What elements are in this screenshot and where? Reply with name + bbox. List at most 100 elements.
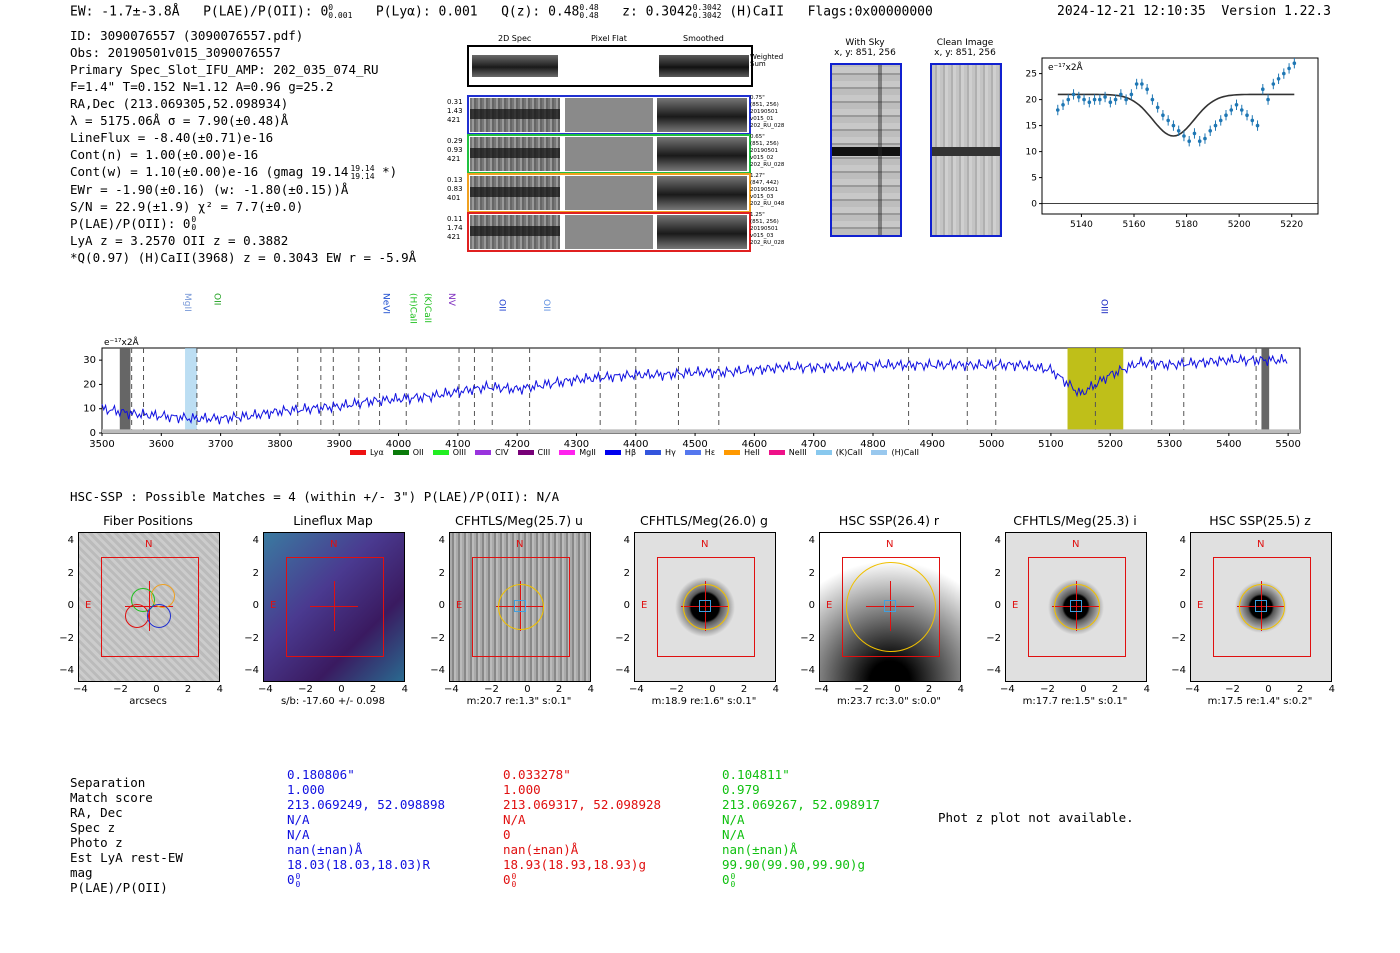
- strip-header-flat: Pixel Flat: [591, 34, 627, 43]
- strip-row-left-value: 0.31: [447, 98, 463, 106]
- linefit-xtick-label: 5200: [1228, 220, 1251, 230]
- linefit-point: [1239, 108, 1244, 112]
- spectrum-xtick-label: 4400: [623, 439, 648, 450]
- panel-xtick-label: 2: [740, 684, 748, 695]
- header-z-sup: 0.3042: [692, 3, 722, 12]
- panel-ytick-label: 0: [994, 600, 1001, 611]
- header-hcaii: (H)CaII: [729, 4, 785, 20]
- linefit-point: [1282, 71, 1286, 76]
- label-radec: RA, Dec: [70, 805, 123, 820]
- linefit-point: [1155, 105, 1160, 110]
- panel-caption: m:18.9 re:1.6" s:0.1": [651, 696, 757, 707]
- strip-row-left-value: 421: [447, 155, 461, 163]
- strip-row-left: 0.31 1.43 421: [447, 98, 467, 125]
- linefit-point: [1129, 92, 1134, 97]
- spectrum-xtick-label: 5300: [1157, 439, 1182, 450]
- panel-ytick-label: −4: [244, 665, 259, 676]
- info-plae-sup: 0: [191, 215, 197, 224]
- strip-row-right-value: 20190501: [750, 187, 778, 193]
- strip-row-right-value: v015_03: [750, 233, 774, 239]
- match-value: 0: [503, 827, 511, 842]
- panel-yticks: 4 2 0 −2 −4: [985, 535, 1001, 698]
- spectrum-xtick-label: 4200: [504, 439, 529, 450]
- linefit-point: [1255, 123, 1260, 128]
- panel-xticks: −4 −2 0 2 4: [814, 684, 964, 695]
- strip-row-right-value: v015_01: [750, 116, 774, 122]
- panel-title: HSC SSP(26.4) r: [838, 513, 940, 528]
- panel-ytick-label: 2: [67, 567, 74, 579]
- linefit-point: [1077, 95, 1081, 99]
- strip-row-left: 0.13 0.83 401: [447, 176, 467, 203]
- strip-row-left-value: 421: [447, 116, 461, 124]
- linefit-point: [1161, 113, 1165, 117]
- strip-row-left-value: 0.11: [447, 215, 463, 223]
- legend-swatch: [724, 450, 741, 455]
- legend-swatch: [645, 450, 662, 455]
- panel-fiber: [147, 604, 171, 628]
- panel-cross-v: [334, 581, 335, 631]
- header-qz-sub: 0.48: [579, 11, 599, 20]
- match-column: 0.033278" 1.000 213.069317, 52.098928 N/A 0 n…: [503, 767, 661, 889]
- strip-row-right-value: 20190501: [750, 109, 778, 115]
- strip-row-right-value: (851, 256): [750, 219, 779, 225]
- linefit-point: [1113, 97, 1118, 102]
- panel-xticks: −4 −2 0 2 4: [1185, 684, 1335, 695]
- strip-weighted-2d: [472, 55, 558, 77]
- linefit-xtick-label: 5180: [1175, 220, 1198, 230]
- panel-yticks: 4 2 0 −2 −4: [1170, 535, 1186, 698]
- spectrum-xtick-label: 4800: [860, 439, 885, 450]
- match-plae-sup: 0: [730, 871, 736, 881]
- panel-xtick-label: −2: [484, 684, 499, 695]
- legend-item: NeIII: [768, 448, 807, 457]
- panel-caption: m:17.5 re:1.4" s:0.2": [1207, 696, 1313, 707]
- panel-aperture-box: [842, 557, 940, 657]
- clean-coords: x, y: 851, 256: [934, 48, 996, 58]
- linefit-point: [1287, 66, 1291, 71]
- linefit-point: [1203, 136, 1207, 141]
- strip-row-right-value: 202_RU_048: [750, 201, 785, 207]
- linefit-point: [1229, 108, 1234, 112]
- panel-compass-n: N: [1072, 539, 1080, 550]
- withsky-image: [830, 63, 902, 237]
- spectrum-xtick-label: 3500: [89, 439, 114, 450]
- panel-xtick-label: −4: [629, 684, 644, 695]
- label-photoz: Photo z: [70, 835, 123, 850]
- panel-aperture-box: [657, 557, 755, 657]
- panel-ellipse: [683, 584, 729, 630]
- linefit-ytick-label: 5: [1031, 174, 1037, 184]
- info-primary: Primary Spec_Slot_IFU_AMP: 202_035_074_R…: [70, 62, 379, 77]
- strip-row-right-value: (851, 256): [750, 141, 779, 147]
- spectrum-xtick-label: 4100: [445, 439, 470, 450]
- match-plae-value: 0: [722, 872, 730, 887]
- header-right: 2024-12-21 12:10:35 Version 1.22.3: [1057, 4, 1331, 19]
- linefit-point: [1176, 129, 1181, 133]
- spectrum-xtick-label: 5200: [1097, 439, 1122, 450]
- panel-compass-e: E: [1197, 600, 1204, 611]
- linefit-point: [1271, 82, 1276, 86]
- strip-row-left-value: 0.29: [447, 137, 463, 145]
- panel-caption: arcsecs: [129, 696, 167, 707]
- strip-weighted: [467, 45, 753, 87]
- linefit-point: [1119, 92, 1123, 97]
- header-plae-sub: 0.001: [328, 11, 353, 20]
- strip-row-right-value: 202_RU_028: [750, 123, 785, 129]
- panel-ytick-label: 0: [252, 600, 259, 611]
- strip-row-smooth: [657, 137, 747, 171]
- linefit-point: [1192, 131, 1197, 136]
- clean-label: Clean Image: [936, 38, 994, 48]
- withsky-label: With Sky: [845, 38, 885, 48]
- strips-panel: 2D Spec Pixel Flat Smoothed Weighted Sum…: [445, 33, 790, 255]
- match-value: N/A: [503, 812, 526, 827]
- header-z: z: 0.3042: [622, 4, 693, 20]
- panel-ytick-label: 4: [994, 535, 1001, 546]
- match-plae-sup: 0: [295, 871, 301, 881]
- info-gmag-sub: 19.14: [350, 171, 375, 181]
- spectrum-xtick-label: 3800: [267, 439, 292, 450]
- panel-xtick-label: 4: [957, 684, 964, 695]
- panel-xtick-label: −2: [298, 684, 313, 695]
- panel-ytick-label: 2: [1179, 567, 1186, 579]
- spectrum-line-id: MgII: [182, 293, 192, 312]
